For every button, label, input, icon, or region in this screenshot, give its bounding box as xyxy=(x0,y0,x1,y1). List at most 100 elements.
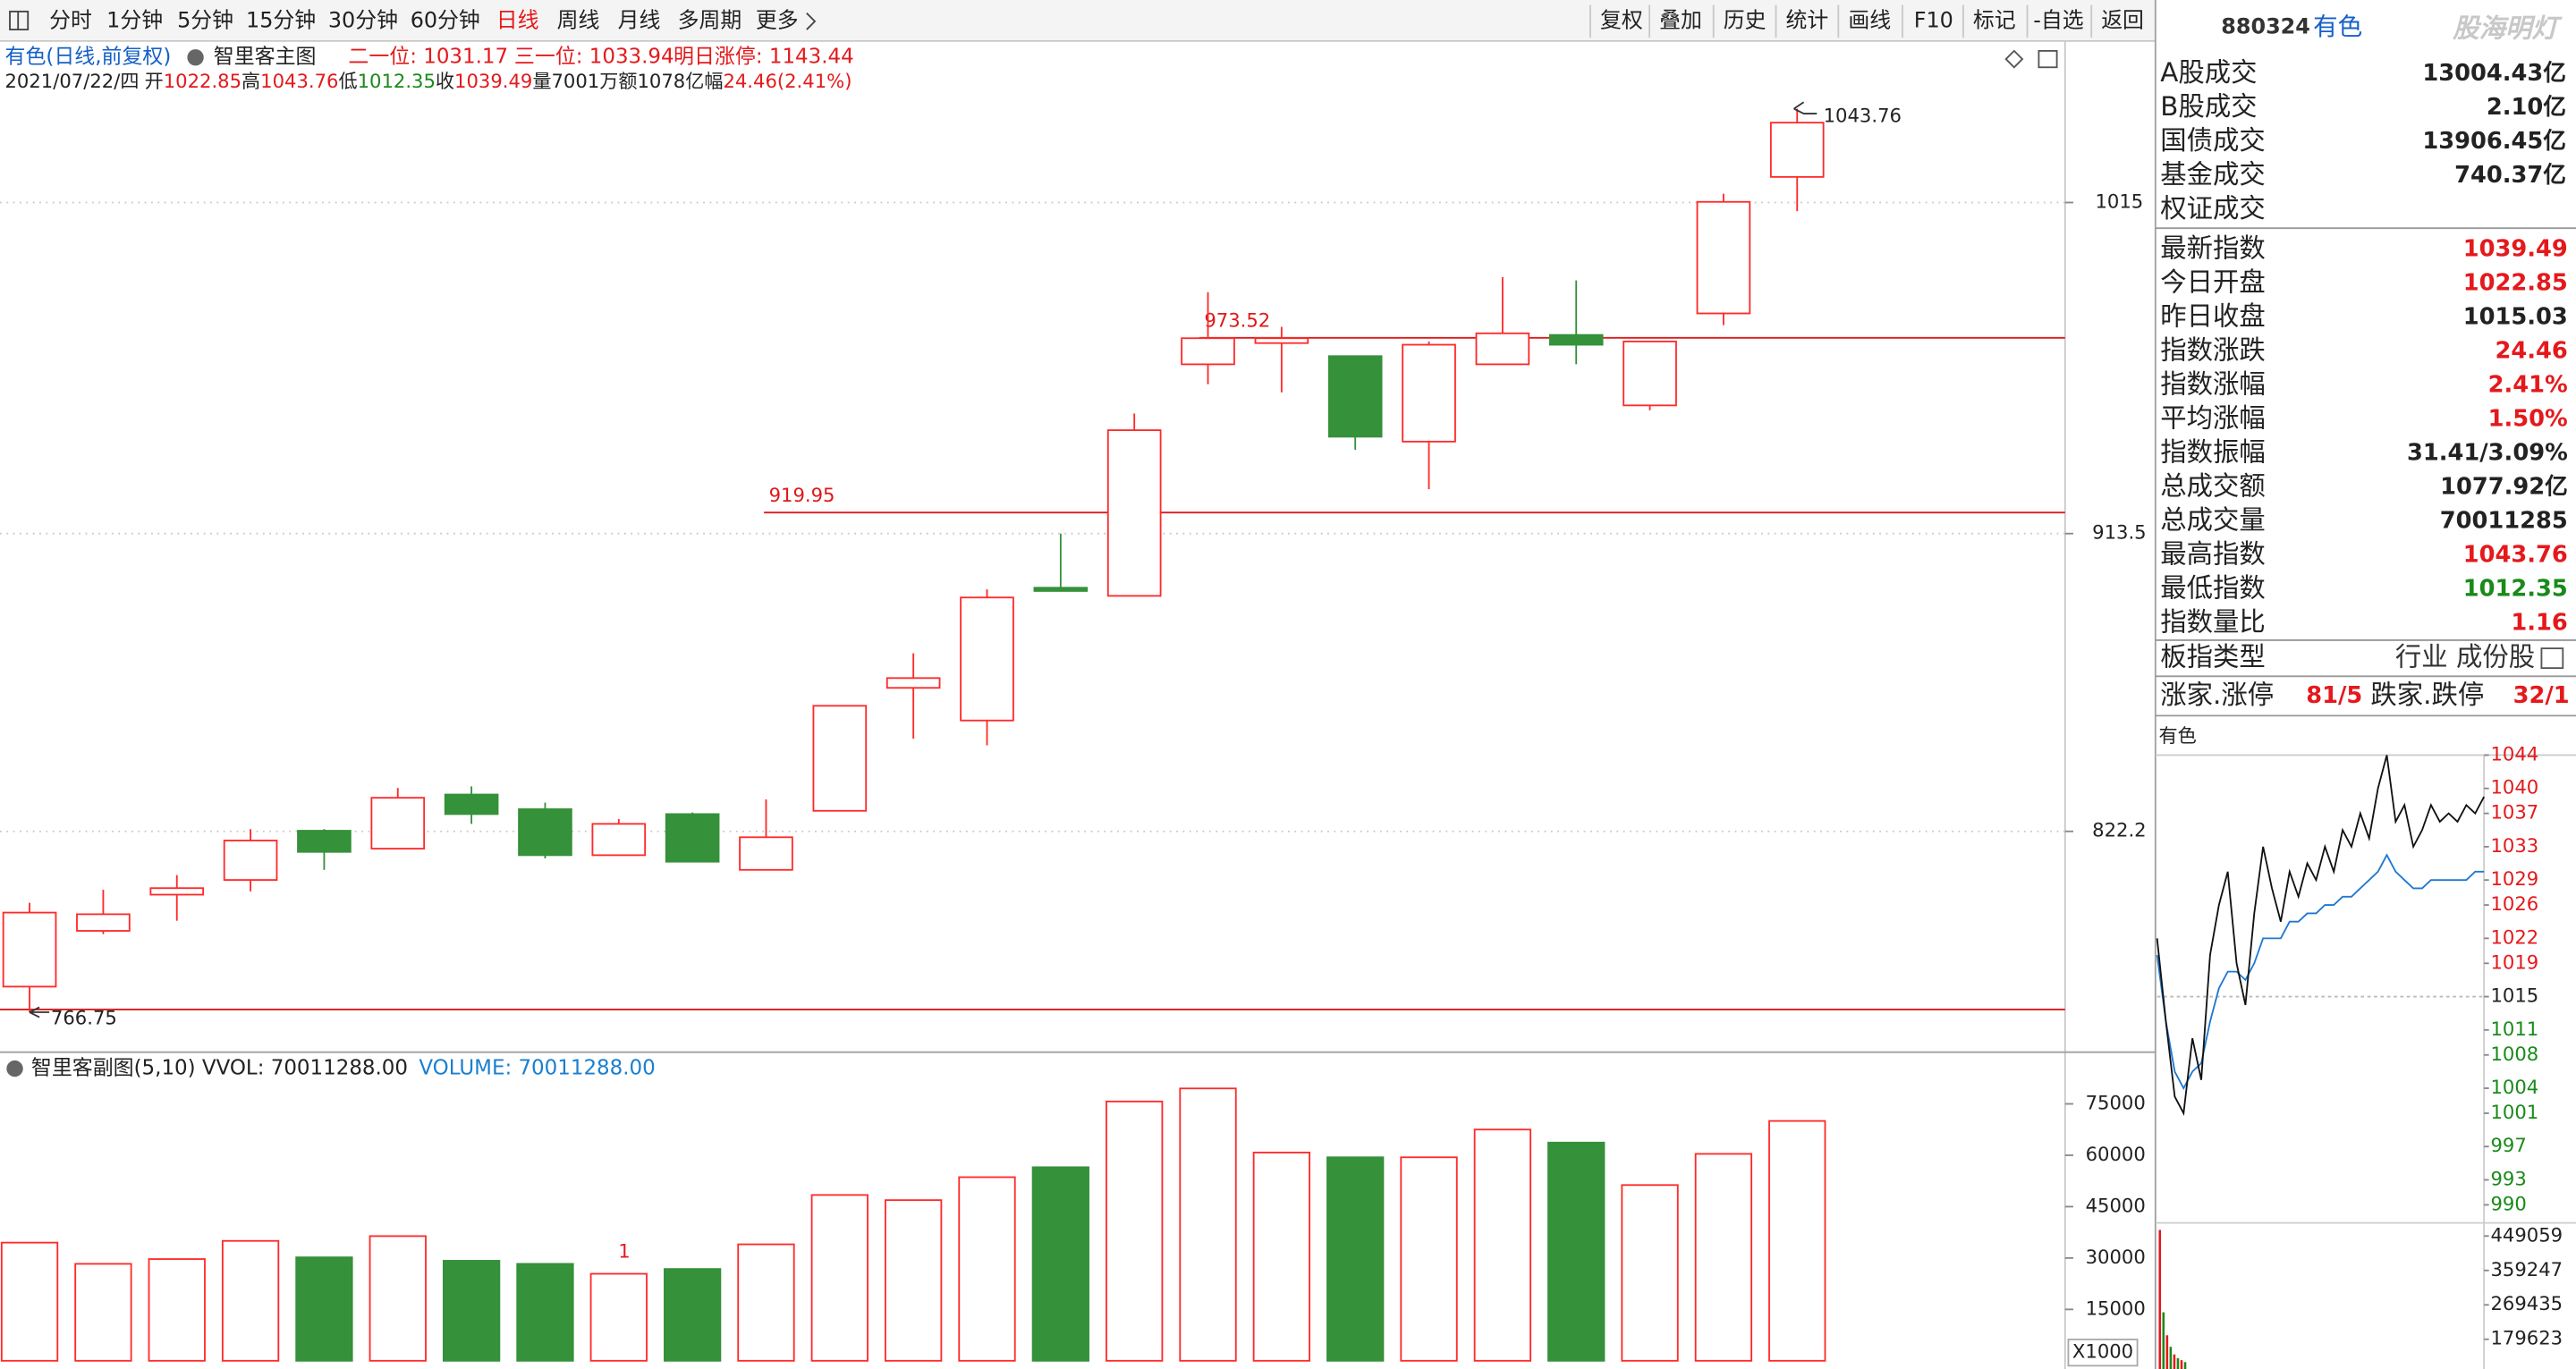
volume-tick-label: 75000 xyxy=(2086,1091,2146,1113)
info-label: 低 xyxy=(339,70,358,92)
info-label: 收 xyxy=(436,70,454,92)
toolbar-tab[interactable]: 更多 xyxy=(756,7,799,32)
toolbar-tab[interactable]: 日线 xyxy=(496,7,539,32)
candle-body xyxy=(1548,334,1604,346)
volume-bar xyxy=(0,1241,59,1362)
volume-unit: X1000 xyxy=(2072,1340,2133,1363)
quote-label: 国债成交 xyxy=(2160,125,2265,156)
quote-value: 1039.49 xyxy=(2463,236,2568,263)
mini-tick-label: 1015 xyxy=(2490,984,2538,1007)
info-label: 高 xyxy=(242,70,260,92)
candle-body xyxy=(812,705,868,812)
toolbar-button[interactable]: 历史 xyxy=(1724,7,1767,32)
mini-volume-bar xyxy=(2169,1347,2173,1369)
toolbar-button[interactable]: 返回 xyxy=(2101,7,2144,32)
info-value: 1078亿 xyxy=(637,70,704,92)
price-line-label: 919.95 xyxy=(769,484,835,506)
quote-value: 13004.43亿 xyxy=(2422,60,2566,87)
volume-bar xyxy=(1252,1151,1310,1362)
mini-tick-label: 1019 xyxy=(2490,951,2538,973)
candle-body xyxy=(1769,122,1825,178)
toolbar-tab[interactable]: 60分钟 xyxy=(411,7,480,32)
toolbar-button[interactable]: F10 xyxy=(1914,7,1953,32)
toolbar-button[interactable]: 画线 xyxy=(1848,7,1891,32)
volume-bar xyxy=(1621,1184,1679,1362)
quote-value: 1043.76 xyxy=(2463,542,2568,569)
candle-body xyxy=(739,836,793,871)
diamond-icon[interactable] xyxy=(2004,49,2024,69)
info-label: 幅 xyxy=(704,70,723,92)
toolbar xyxy=(0,0,2156,41)
quote-value: 24.46 xyxy=(2496,338,2568,365)
quote-label: 平均涨幅 xyxy=(2160,403,2265,434)
quote-label: 指数涨幅 xyxy=(2160,369,2265,400)
toolbar-tab[interactable]: 5分钟 xyxy=(177,7,233,32)
toolbar-tab[interactable]: 1分钟 xyxy=(106,7,163,32)
toolbar-button[interactable]: 复权 xyxy=(1600,7,1643,32)
mini-tick-label: 1029 xyxy=(2490,867,2538,890)
mini-tick-label: 1044 xyxy=(2490,742,2538,765)
quote-code: 880324 xyxy=(2221,14,2310,39)
logo: 股海明灯 xyxy=(2452,13,2563,44)
low-arrow xyxy=(29,1006,50,1018)
info-value: 7001万 xyxy=(551,70,618,92)
volume-bar xyxy=(1547,1141,1606,1362)
info-label: 量 xyxy=(532,70,551,92)
quote-value: 行业 成份股 xyxy=(2395,642,2535,672)
toolbar-tab[interactable]: 分时 xyxy=(49,7,92,32)
mini-volume-tick-label: 269435 xyxy=(2490,1292,2563,1314)
chart-title: 有色(日线,前复权) xyxy=(5,46,172,69)
volume-bar xyxy=(810,1194,869,1362)
indicator-icon[interactable] xyxy=(187,49,204,66)
toolbar-icon[interactable] xyxy=(9,10,30,30)
indicator-value: 二一位: 1031.17 xyxy=(348,46,508,69)
toolbar-button[interactable]: -自选 xyxy=(2033,7,2083,32)
y-tick-label: 1015 xyxy=(2096,190,2144,212)
candle-body xyxy=(1327,355,1383,438)
quote-label: A股成交 xyxy=(2160,57,2257,88)
toolbar-tab[interactable]: 月线 xyxy=(618,7,661,32)
breadth-label: 涨家.涨停 xyxy=(2160,680,2274,710)
volume-tick-label: 15000 xyxy=(2086,1297,2146,1319)
toolbar-tab[interactable]: 15分钟 xyxy=(246,7,316,32)
quote-label: 今日开盘 xyxy=(2160,267,2265,298)
volume-bar xyxy=(369,1235,427,1362)
mini-tick-label: 1011 xyxy=(2490,1018,2538,1040)
indicator-name: 智里客主图 xyxy=(214,46,317,69)
y-tick-label: 913.5 xyxy=(2092,521,2146,544)
volume-icon[interactable] xyxy=(6,1060,23,1077)
toolbar-tab[interactable]: 多周期 xyxy=(678,7,742,32)
panel-icon[interactable] xyxy=(2540,647,2564,670)
mini-tick-label: 990 xyxy=(2490,1192,2526,1214)
price-line-label: 973.52 xyxy=(1204,308,1270,331)
volume-tick-label: 45000 xyxy=(2086,1194,2146,1216)
quote-label: 板指类型 xyxy=(2160,642,2265,672)
candle-body xyxy=(1475,332,1530,366)
mini-tick-label: 1004 xyxy=(2490,1076,2538,1098)
info-value: 1012.35 xyxy=(358,70,436,92)
mini-price-line xyxy=(2156,755,2485,1116)
volume-tick-label: 60000 xyxy=(2086,1143,2146,1165)
volume-bar xyxy=(1179,1087,1237,1362)
volume-bar xyxy=(516,1263,574,1362)
quote-label: 总成交量 xyxy=(2160,505,2265,536)
toolbar-button[interactable]: 统计 xyxy=(1786,7,1829,32)
info-line: 开1022.85高1043.76低1012.35收1039.49量7001万额1… xyxy=(145,70,852,92)
candle-body xyxy=(1254,337,1309,344)
volume-bar xyxy=(1400,1156,1458,1362)
volume-bar xyxy=(885,1199,943,1362)
quote-value: 2.41% xyxy=(2488,372,2568,399)
candle-body xyxy=(370,797,426,849)
candle-body xyxy=(886,677,941,689)
toolbar-button[interactable]: 标记 xyxy=(1973,7,2016,32)
quote-label: 昨日收盘 xyxy=(2160,301,2265,332)
volume-title: 智里客副图(5,10) VVOL: 70011288.00 xyxy=(31,1057,408,1080)
toolbar-tab[interactable]: 周线 xyxy=(557,7,600,32)
quote-value: 1.16 xyxy=(2511,610,2567,637)
unit-box xyxy=(2067,1339,2139,1367)
toolbar-button[interactable]: 叠加 xyxy=(1659,7,1702,32)
window-icon[interactable] xyxy=(2038,49,2058,69)
toolbar-tab[interactable]: 30分钟 xyxy=(328,7,398,32)
